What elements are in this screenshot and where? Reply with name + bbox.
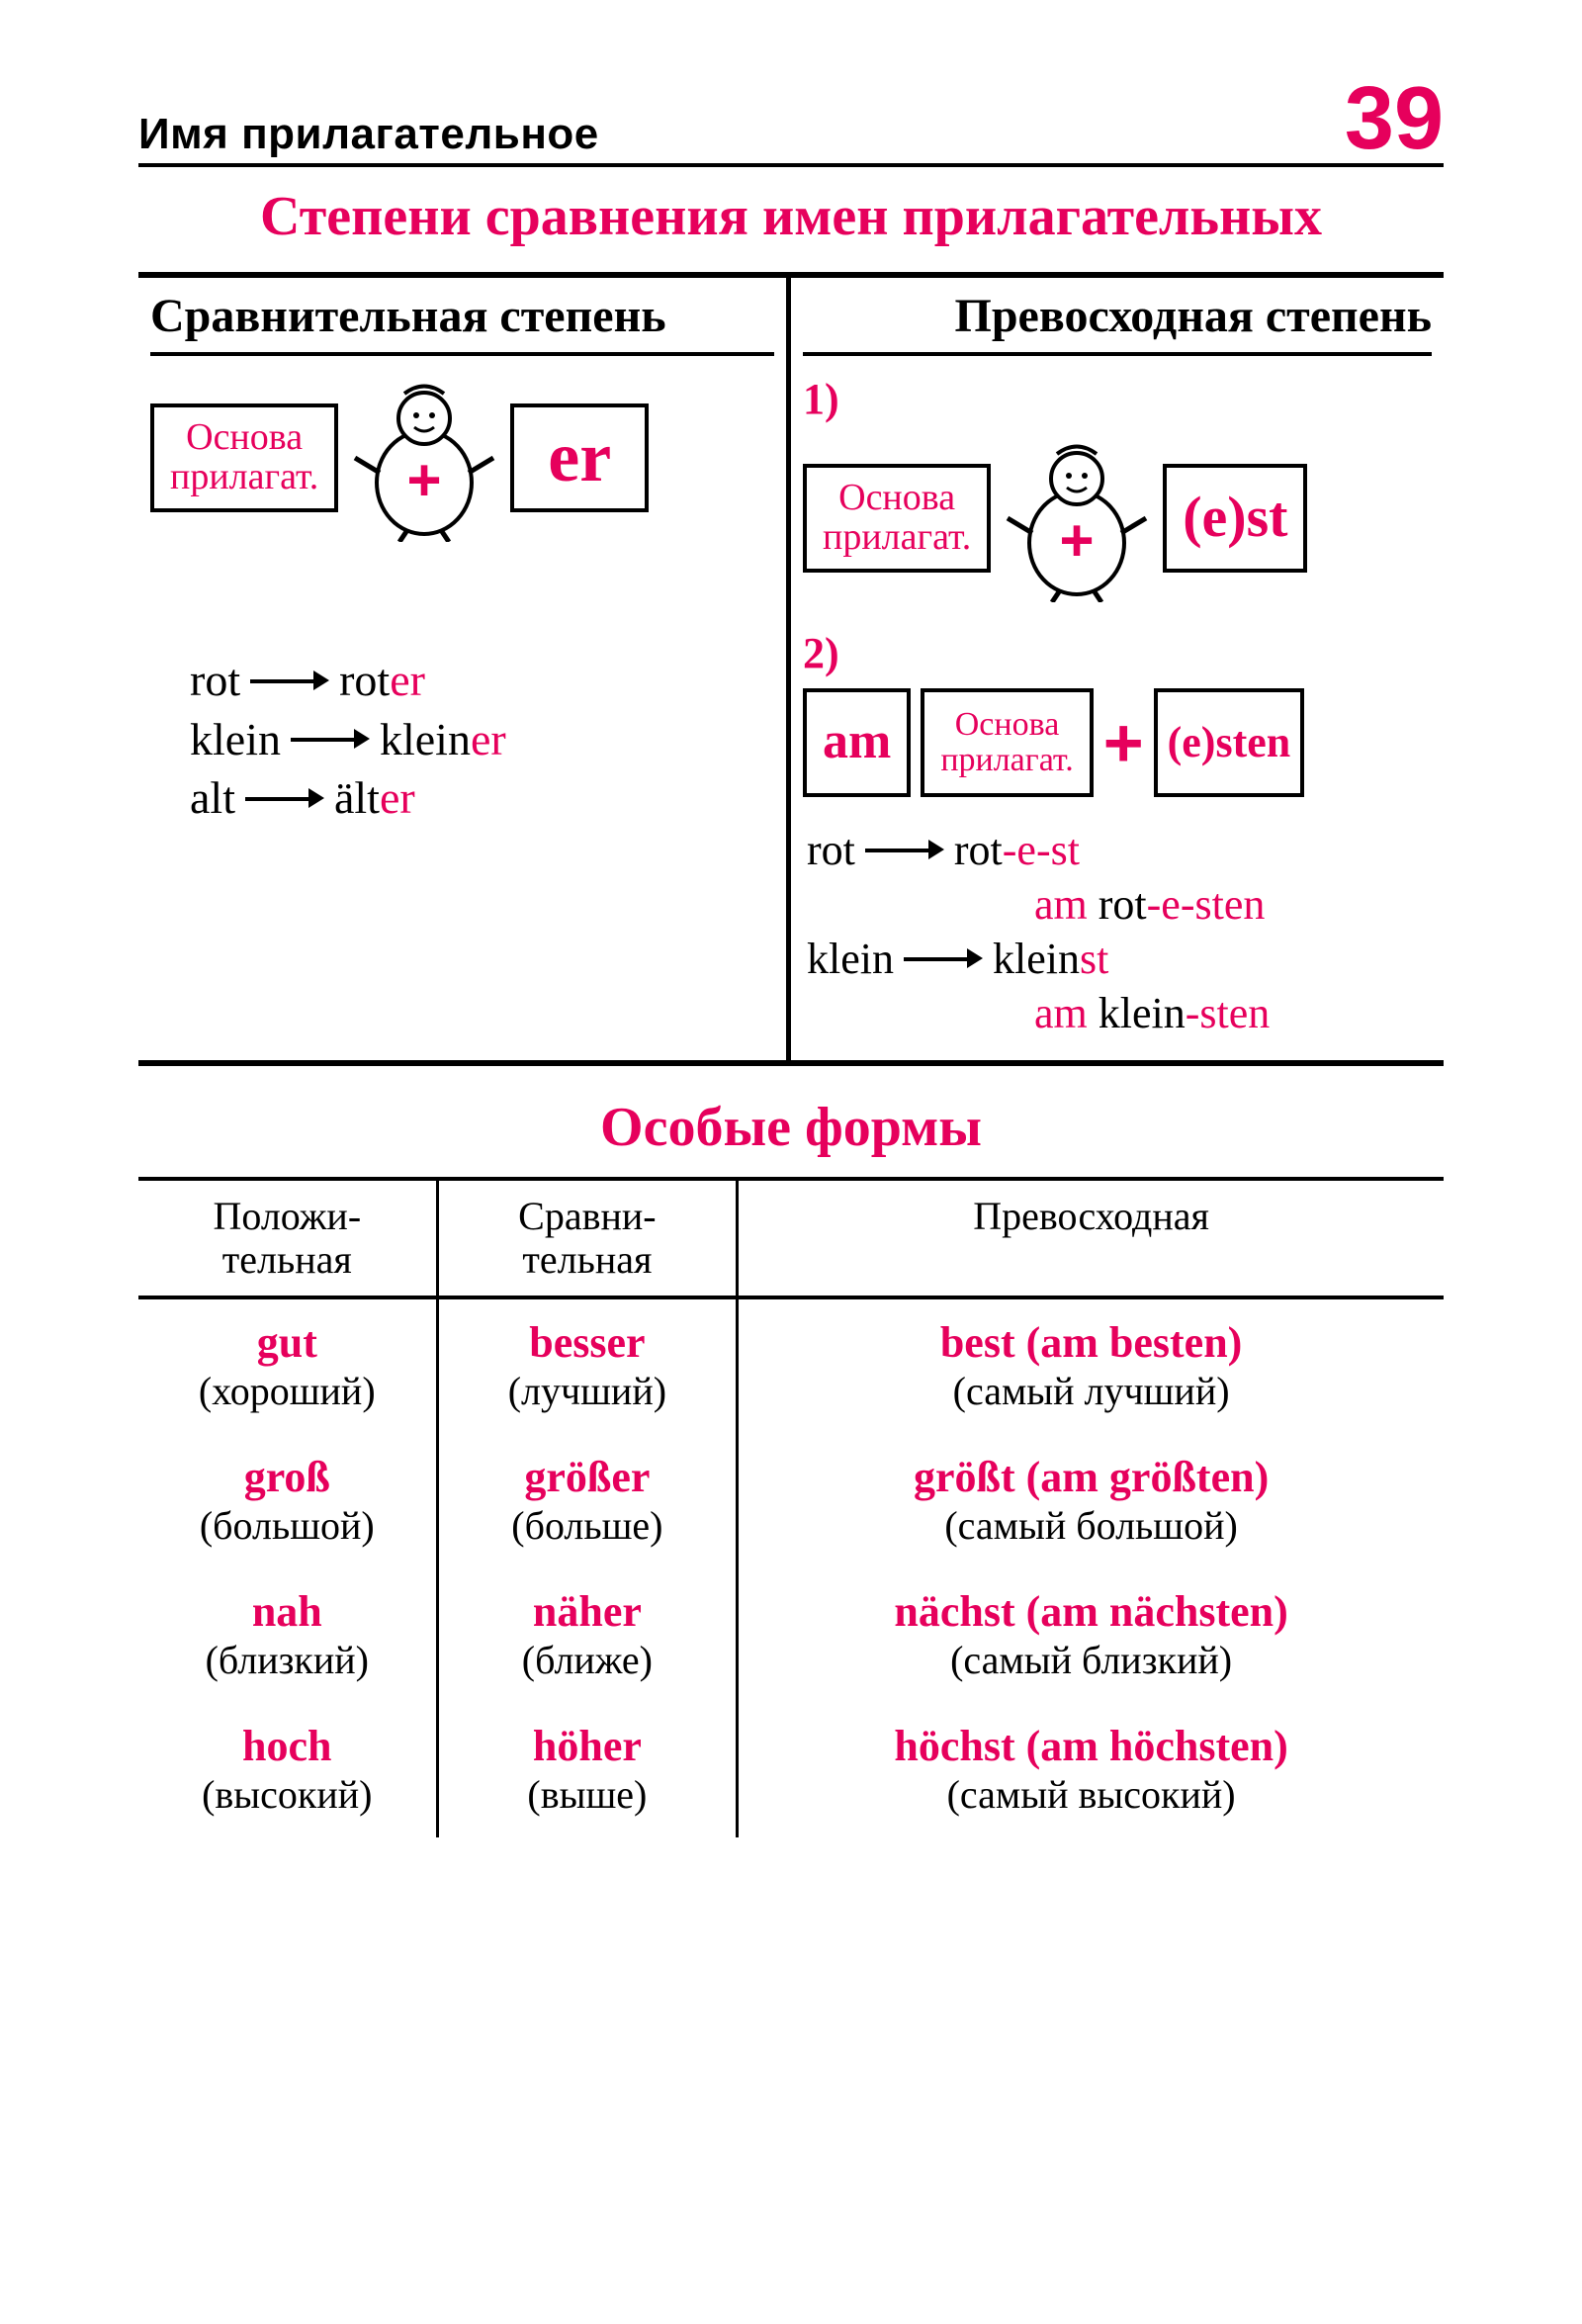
stem-label-2: прилагат. — [170, 456, 318, 497]
cell-comparative: näher(ближе) — [439, 1568, 740, 1703]
example-result-stem: rot — [339, 655, 390, 705]
page-number: 39 — [1345, 79, 1444, 159]
mascot-icon: + — [1003, 434, 1151, 602]
col-header-positive: Положи- тельная — [138, 1181, 439, 1296]
chapter-title: Имя прилагательное — [138, 110, 599, 159]
arrow-icon — [904, 948, 983, 968]
suffix-box-er: er — [510, 403, 649, 512]
svg-text:+: + — [1060, 507, 1095, 574]
example-result-suffix: er — [380, 772, 415, 823]
comparative-column: Сравнительная степень Основа прилагат. — [138, 278, 791, 1059]
stem-label-2: прилагат. — [940, 742, 1073, 778]
col-header-comparative: Сравни- тельная — [439, 1181, 740, 1296]
comparison-grid: Сравнительная степень Основа прилагат. — [138, 272, 1444, 1065]
example-result-suffix: -e-sten — [1147, 880, 1266, 929]
stem-label-2: прилагат. — [823, 516, 971, 558]
example-result-suffix: -e-st — [1003, 826, 1080, 874]
arrow-icon — [245, 788, 324, 808]
superlative-heading: Превосходная степень — [803, 292, 1432, 355]
col-header-superlative: Превосходная — [739, 1181, 1444, 1296]
special-forms-table: Положи- тельная Сравни- тельная Превосхо… — [138, 1177, 1444, 1837]
arrow-icon — [250, 670, 329, 690]
table-header-row: Положи- тельная Сравни- тельная Превосхо… — [138, 1181, 1444, 1299]
special-forms-title: Особые формы — [138, 1096, 1444, 1159]
example-base: klein — [807, 932, 894, 986]
svg-text:+: + — [407, 447, 442, 513]
cell-superlative: höchst (am höchsten)(самый высокий) — [739, 1703, 1444, 1837]
comparative-examples: rot roter klein kleiner alt älter — [190, 651, 774, 828]
example-result-stem: klein — [993, 935, 1080, 983]
arrow-icon — [291, 729, 370, 749]
page-header: Имя прилагательное 39 — [138, 79, 1444, 167]
suffix-box-esten: (e)sten — [1154, 688, 1305, 797]
example-row: rot rot-e-st — [807, 823, 1432, 877]
example-result-stem: ält — [334, 772, 380, 823]
cell-superlative: nächst (am nächsten)(самый близкий) — [739, 1568, 1444, 1703]
variant-label-1: 1) — [803, 374, 1432, 424]
table-row: hoch(высокий)höher(выше)höchst (am höchs… — [138, 1703, 1444, 1837]
example-base: rot — [190, 651, 240, 710]
cell-positive: hoch(высокий) — [138, 1703, 439, 1837]
cell-positive: gut(хороший) — [138, 1299, 439, 1434]
suffix-box-est: (e)st — [1163, 464, 1307, 573]
stem-box: Основа прилагат. — [921, 688, 1093, 797]
am-box: am — [803, 688, 911, 797]
example-result-stem: klein — [380, 714, 471, 764]
table-row: groß(большой)größer(больше)größt (am grö… — [138, 1434, 1444, 1568]
example-result-suffix: er — [390, 655, 425, 705]
example-base: rot — [807, 823, 855, 877]
arrow-icon — [865, 840, 944, 859]
cell-comparative: größer(больше) — [439, 1434, 740, 1568]
comparative-formula: Основа прилагат. + — [150, 374, 774, 542]
superlative-examples: rot rot-e-st am am rotrot-e-sten klein k… — [807, 823, 1432, 1040]
example-result-stem: rot — [954, 826, 1003, 874]
example-result-suffix: -sten — [1186, 989, 1271, 1037]
example-base: alt — [190, 768, 235, 828]
example-result-suffix: er — [471, 714, 506, 764]
cell-positive: nah(близкий) — [138, 1568, 439, 1703]
example-row: klein kleiner — [190, 710, 774, 769]
comparative-heading: Сравнительная степень — [150, 292, 774, 355]
stem-label-1: Основа — [186, 416, 303, 458]
variant-label-2: 2) — [803, 628, 1432, 678]
superlative-column: Превосходная степень 1) Основа прилагат. — [791, 278, 1444, 1059]
mascot-icon: + — [350, 374, 498, 542]
superlative-formula-2: am Основа прилагат. + (e)sten — [803, 688, 1432, 797]
superlative-formula-1: Основа прилагат. + — [803, 434, 1432, 602]
plus-icon: + — [1103, 708, 1144, 777]
cell-comparative: höher(выше) — [439, 1703, 740, 1837]
example-row: klein kleinst — [807, 932, 1432, 986]
example-base: klein — [190, 710, 281, 769]
example-result-suffix: st — [1080, 935, 1108, 983]
example-row-am: am am rotrot-e-sten — [1034, 877, 1432, 932]
stem-label-1: Основа — [955, 706, 1060, 743]
table-row: nah(близкий)näher(ближе)nächst (am nächs… — [138, 1568, 1444, 1703]
table-row: gut(хороший)besser(лучший)best (am beste… — [138, 1299, 1444, 1434]
example-row: rot roter — [190, 651, 774, 710]
example-row: alt älter — [190, 768, 774, 828]
cell-comparative: besser(лучший) — [439, 1299, 740, 1434]
stem-box: Основа прилагат. — [803, 464, 991, 573]
example-row-am: am klein-sten — [1034, 986, 1432, 1040]
cell-superlative: best (am besten)(самый лучший) — [739, 1299, 1444, 1434]
cell-superlative: größt (am größten)(самый большой) — [739, 1434, 1444, 1568]
section-title: Степени сравнения имен прилагательных — [138, 185, 1444, 248]
stem-label-1: Основа — [838, 477, 955, 518]
stem-box: Основа прилагат. — [150, 403, 338, 512]
cell-positive: groß(большой) — [138, 1434, 439, 1568]
